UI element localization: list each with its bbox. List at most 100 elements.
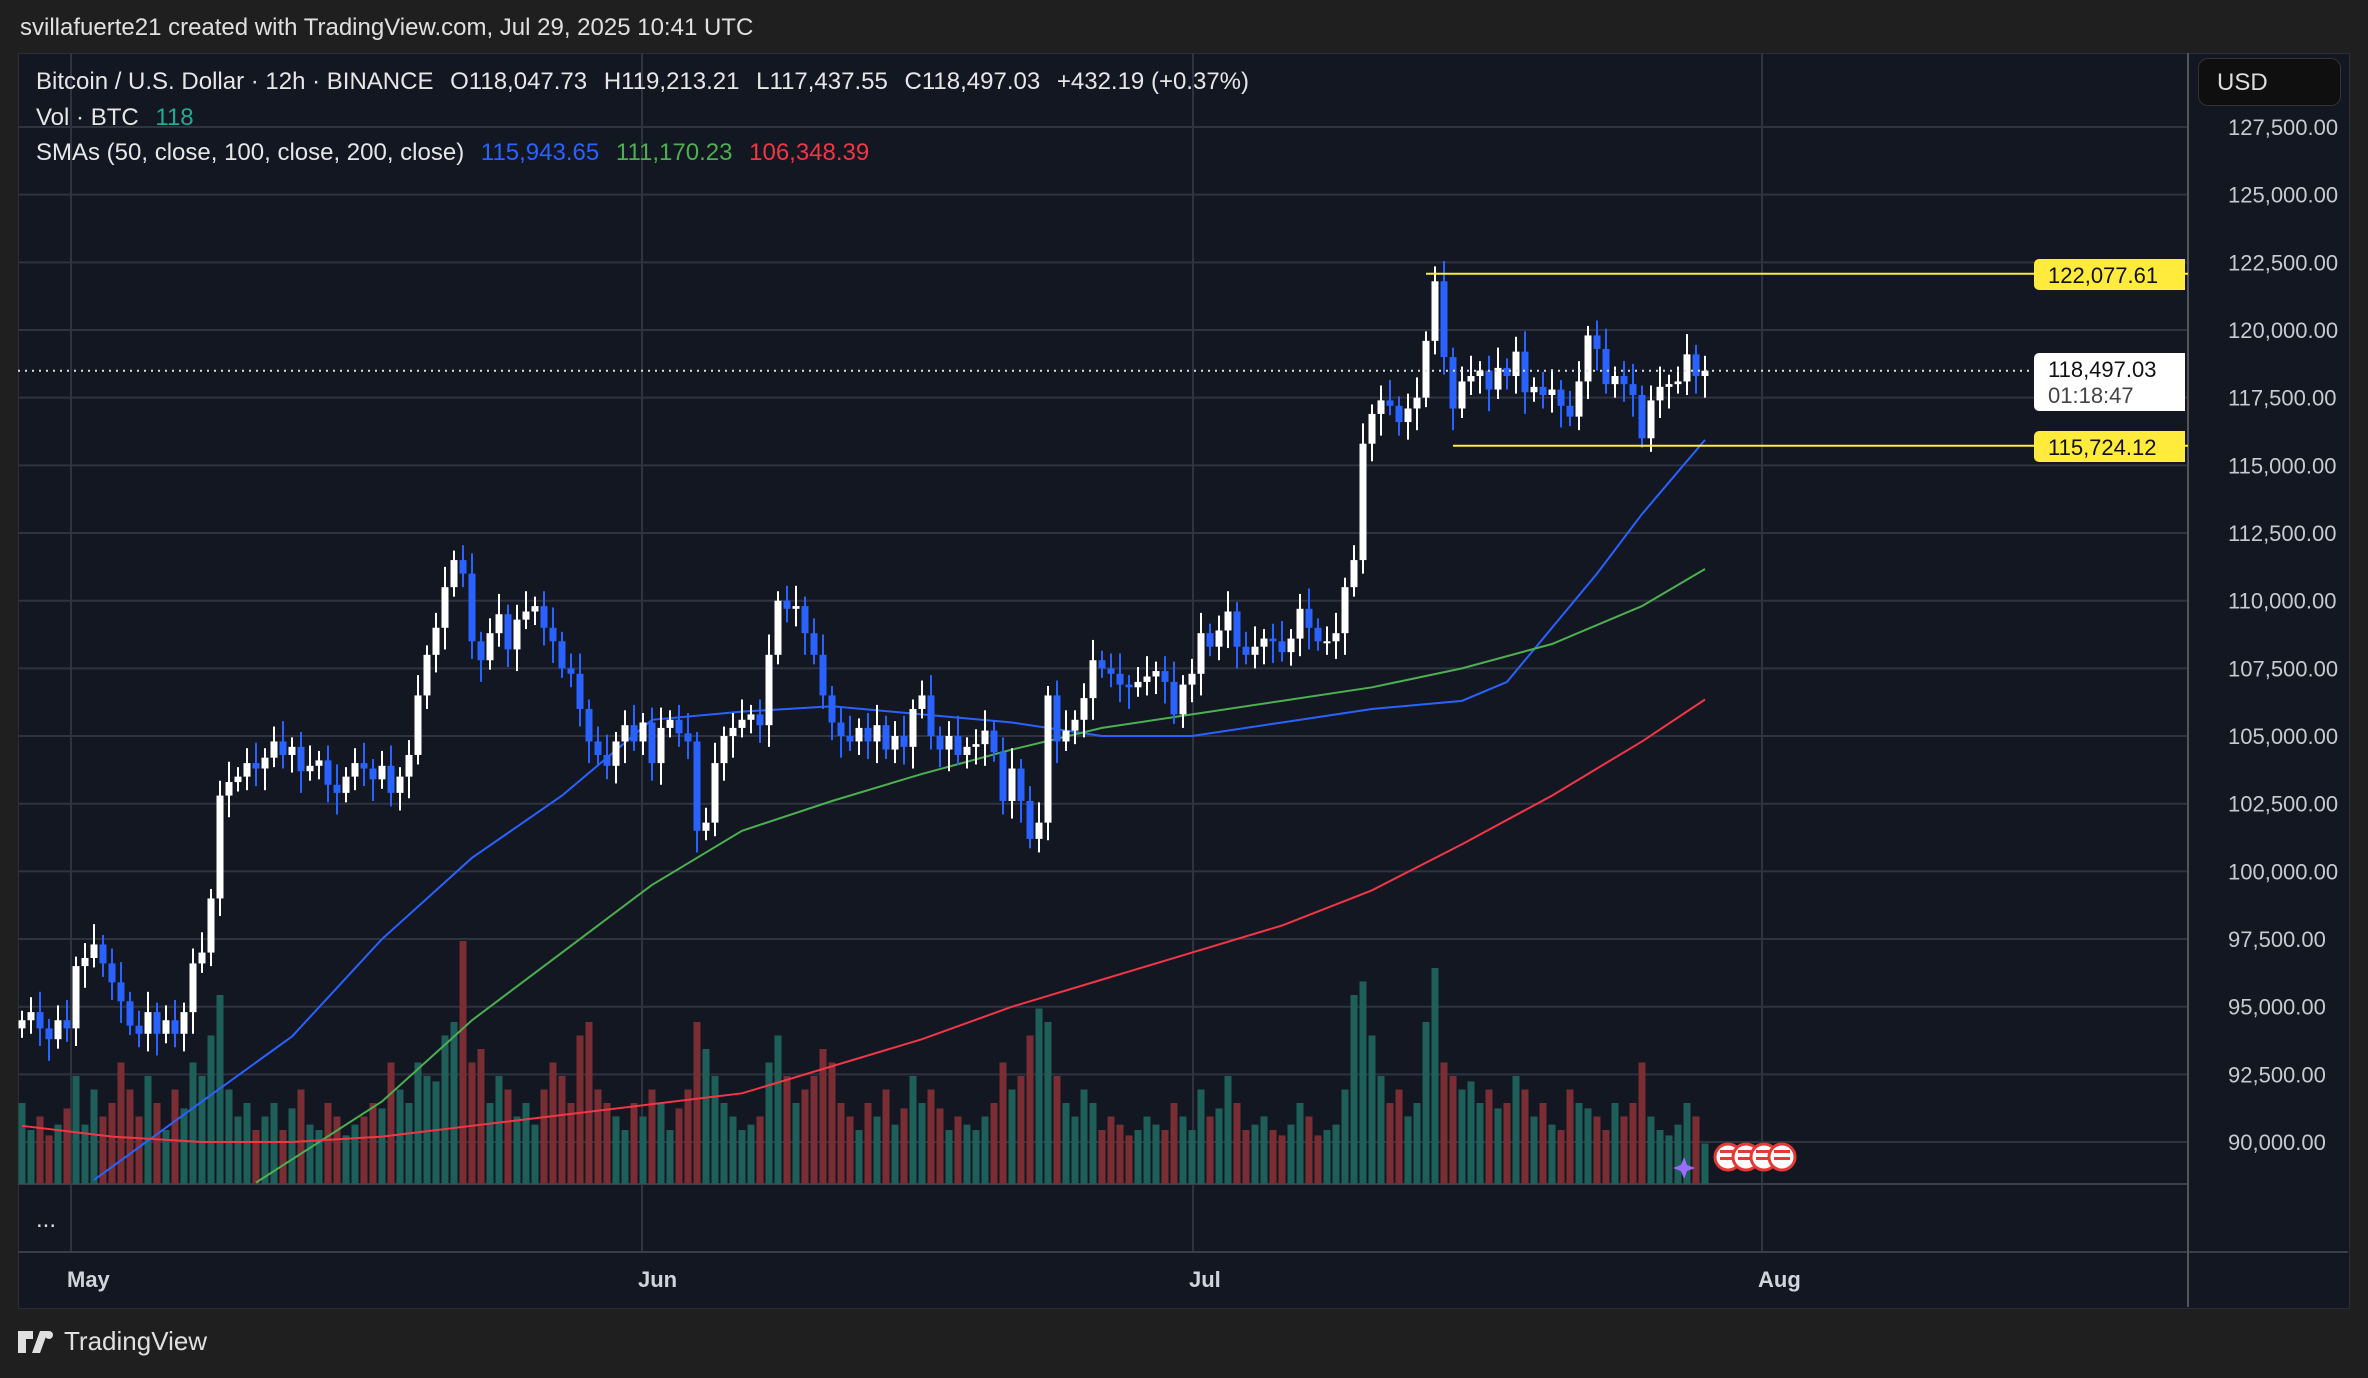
candle-up [1647,400,1655,439]
candle-up [1656,386,1664,401]
candle-up [765,654,773,726]
volume-bar [153,1103,161,1184]
candle-down [1485,370,1493,390]
volume-bar [1530,1116,1538,1184]
candle-up [1044,695,1052,823]
candle-up [1071,719,1079,731]
candle-down [1170,681,1178,715]
currency-button[interactable]: USD [2198,58,2341,106]
volume-bar [486,1103,494,1184]
candle-down [297,746,305,772]
candle-down [324,760,332,785]
flag-stripe [1720,1150,1736,1153]
volume-bar [1629,1103,1637,1184]
candle-down [675,719,683,734]
candle-down [1125,684,1133,688]
candle-up [639,722,647,742]
volume-bar [378,1108,386,1184]
volume-bar [477,1049,485,1184]
candle-down [540,606,548,628]
volume-bar [1278,1135,1286,1184]
candle-down [1386,400,1394,406]
candle-up [1548,389,1556,395]
volume-label[interactable]: Vol · BTC [36,104,139,131]
volume-bar [1008,1089,1016,1184]
volume-bar [1332,1124,1340,1184]
volume-bar [45,1135,53,1184]
ohlc-high: H119,213.21 [603,68,740,95]
candle-down [1161,671,1169,682]
volume-bar [270,1103,278,1184]
candle-up [315,760,323,766]
volume-bar [405,1103,413,1184]
candle-up [981,730,989,745]
candle-down [1602,348,1610,385]
candle-down [999,752,1007,801]
bar-countdown: 01:18:47 [2048,383,2134,408]
candle-up [414,695,422,755]
volume-bar [252,1130,260,1184]
candle-up [1260,638,1268,647]
sma50-line [93,439,1706,1181]
symbol-name[interactable]: Bitcoin / U.S. Dollar · 12h · BINANCE [36,68,434,95]
volume-bar [621,1130,629,1184]
candle-down [99,944,107,964]
candle-up [909,708,917,747]
time-axis-label: May [67,1267,111,1292]
volume-bar [171,1089,179,1184]
candle-up [396,776,404,793]
candle-up [198,952,206,964]
volume-bar [1224,1076,1232,1184]
flag-stripe [1720,1157,1736,1160]
candle-up [306,765,314,772]
price-axis-label: 102,500.00 [2228,792,2338,817]
ohlc-open: O118,047.73 [450,68,588,95]
candle-down [1449,357,1457,409]
volume-bar [1098,1130,1106,1184]
sma-label[interactable]: SMAs (50, close, 100, close, 200, close) [36,139,465,166]
candle-down [819,654,827,696]
candle-up [81,957,89,967]
volume-bar [963,1124,971,1184]
volume-bar [351,1124,359,1184]
candle-up [1035,822,1043,839]
price-axis-label: 97,500.00 [2228,927,2326,952]
candle-up [189,963,197,1013]
candle-up [207,898,215,953]
volume-bar [765,1062,773,1184]
volume-bar [1170,1103,1178,1184]
volume-bar [1674,1124,1682,1184]
volume-bar [36,1116,44,1184]
price-change: +432.19 (+0.37%) [1056,68,1249,95]
volume-bar [396,1089,404,1184]
volume-bar [1575,1103,1583,1184]
volume-pane-more[interactable]: ... [36,1206,57,1233]
candle-down [108,963,116,983]
volume-bar [693,1022,701,1184]
candle-down [126,1001,134,1026]
volume-bar [162,1130,170,1184]
candle-up [162,1020,170,1034]
volume-bar [387,1062,395,1184]
candle-up [1674,381,1682,385]
time-axis-label: Jun [638,1267,677,1292]
volume-bar [801,1089,809,1184]
volume-bar [306,1124,314,1184]
candle-up [972,744,980,747]
candle-down [1107,668,1115,674]
candle-down [504,614,512,650]
volume-bar [909,1076,917,1184]
volume-bar [369,1103,377,1184]
resistance-price-tag: 122,077.61 [2034,259,2185,290]
volume-bar [549,1062,557,1184]
price-chart[interactable]: 127,500.00 125,000.00 122,500.00 120,000.00… [18,53,2348,1307]
volume-bar [990,1103,998,1184]
candle-up [1080,698,1088,720]
flag-stripe [1738,1157,1754,1160]
volume-bar [1395,1089,1403,1184]
candle-down [1629,384,1637,395]
tradingview-logo[interactable]: TradingView [18,1326,207,1357]
candle-up [405,754,413,777]
volume-bar [1161,1130,1169,1184]
volume-bar [1413,1103,1421,1184]
